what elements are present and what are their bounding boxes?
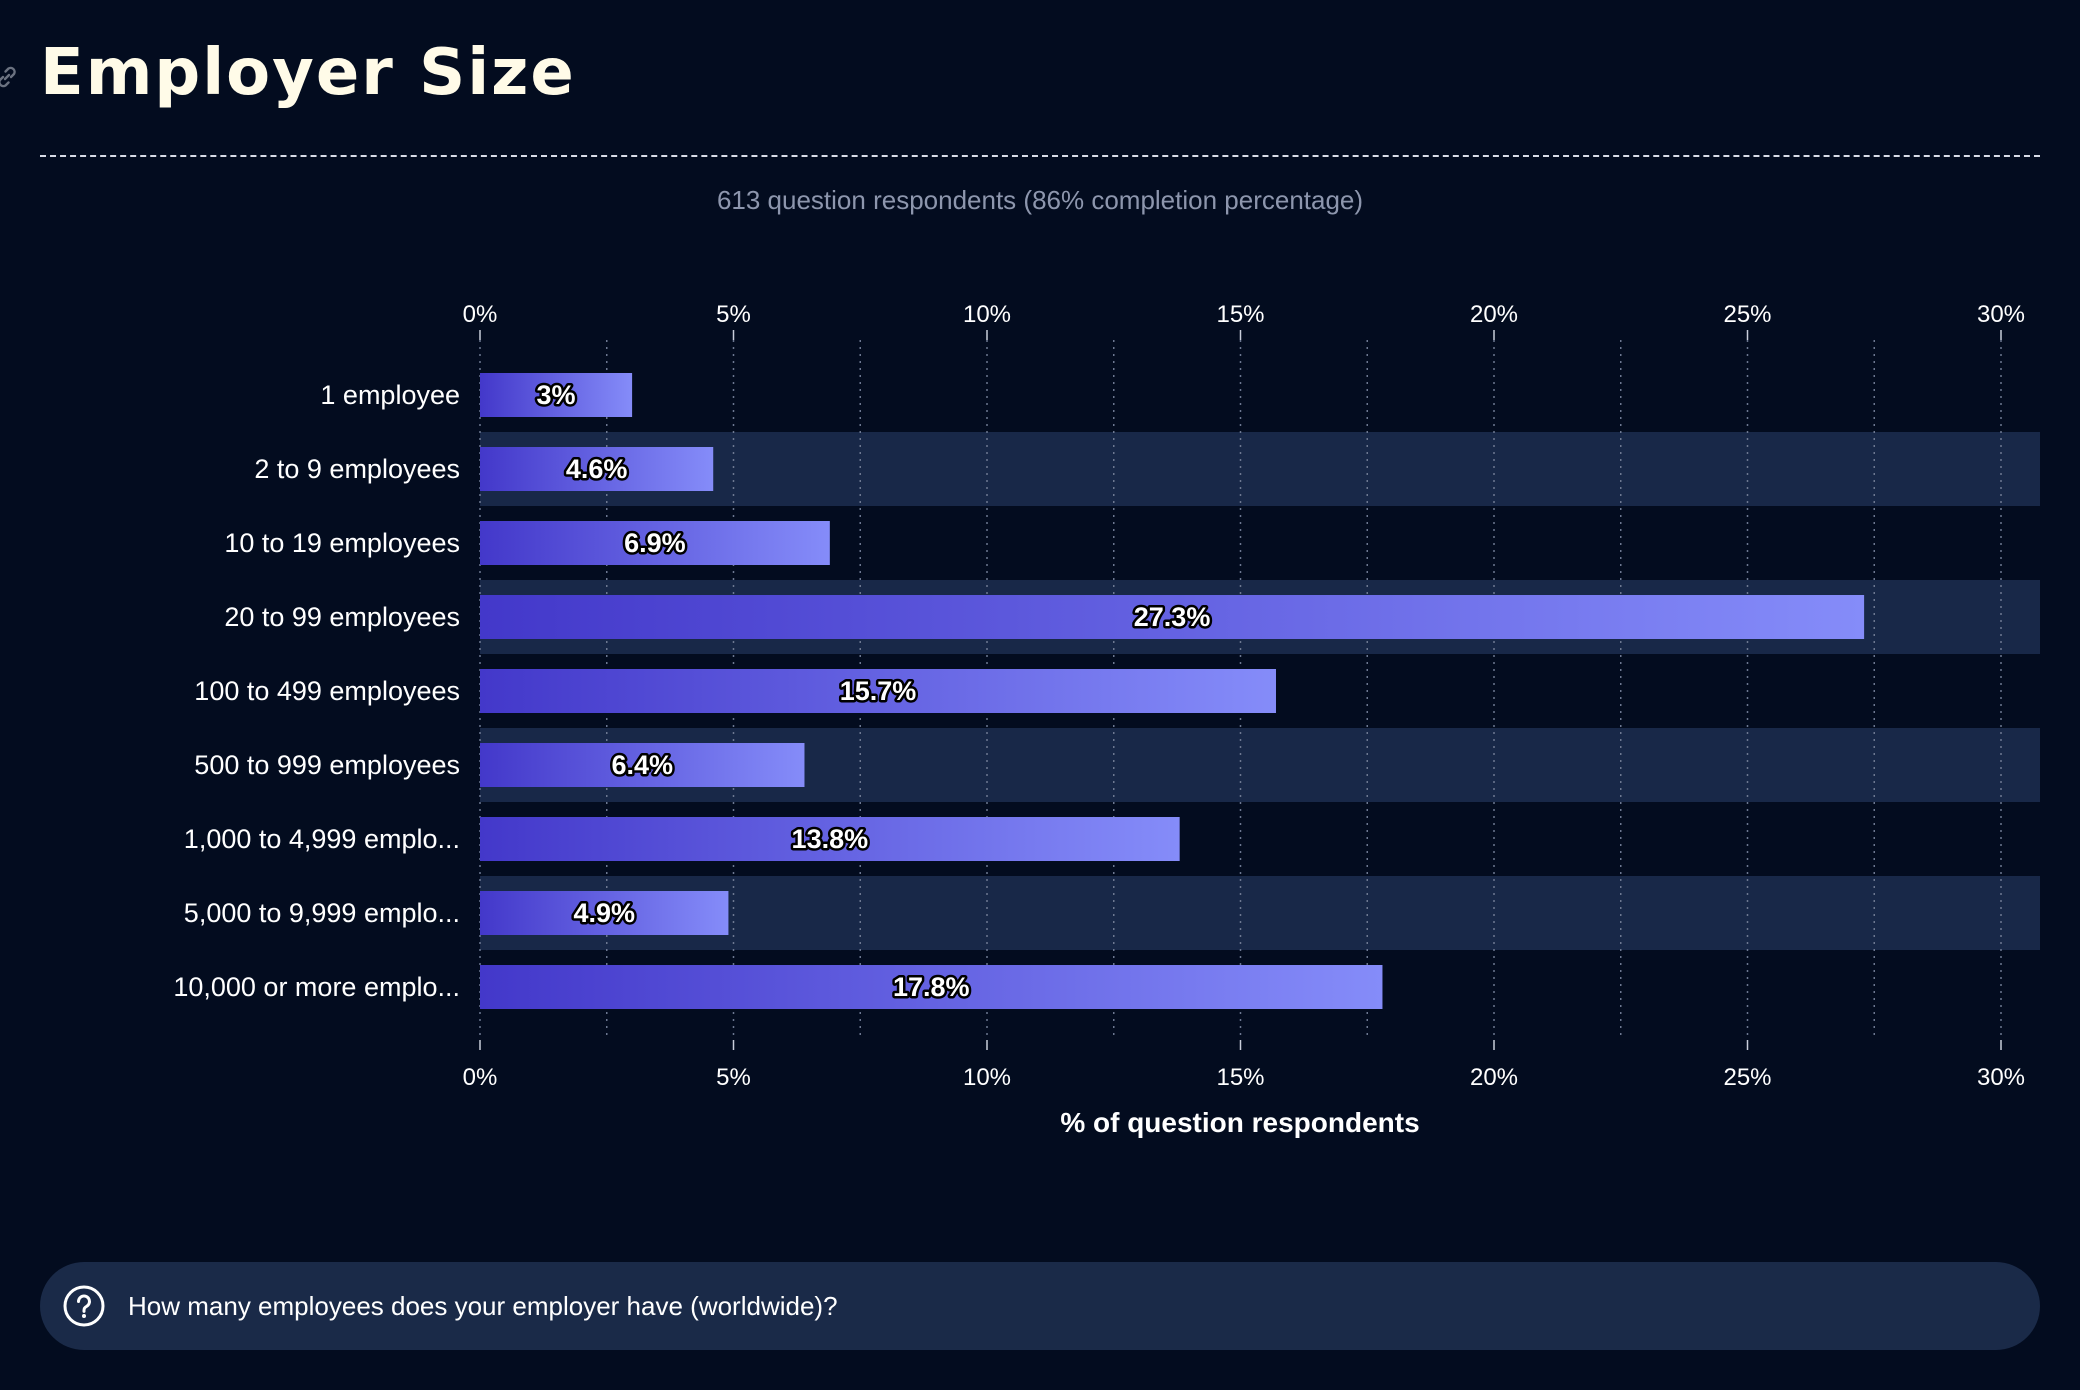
category-label: 1,000 to 4,999 emplo... — [184, 824, 460, 854]
bar — [480, 817, 1180, 861]
page-title: Employer Size — [40, 36, 576, 110]
respondents-subtitle: 613 question respondents (86% completion… — [716, 185, 1364, 215]
x-tick-label-top: 15% — [1216, 301, 1264, 328]
category-label: 500 to 999 employees — [194, 750, 460, 780]
x-tick-label-bottom: 5% — [716, 1064, 751, 1091]
x-tick-label-bottom: 0% — [463, 1064, 498, 1091]
category-label: 1 employee — [320, 380, 460, 410]
bar-value-label: 13.8% — [792, 824, 869, 854]
bar-value-label: 6.4% — [611, 750, 673, 780]
category-label: 5,000 to 9,999 emplo... — [184, 898, 460, 928]
category-label: 10 to 19 employees — [224, 528, 460, 558]
x-tick-label-bottom: 30% — [1977, 1064, 2025, 1091]
category-label: 100 to 499 employees — [194, 676, 460, 706]
bar — [480, 521, 830, 565]
bar-value-label: 17.8% — [893, 972, 970, 1002]
title-divider — [40, 155, 2040, 157]
row-stripe — [480, 876, 2040, 950]
bar — [480, 669, 1276, 713]
bar-value-label: 27.3% — [1134, 602, 1211, 632]
x-tick-label-top: 5% — [716, 301, 751, 328]
bar — [480, 965, 1383, 1009]
bar — [480, 595, 1865, 639]
x-axis-title: % of question respondents — [1060, 1107, 1419, 1138]
bar-value-label: 15.7% — [840, 676, 917, 706]
x-tick-label-bottom: 15% — [1216, 1064, 1264, 1091]
employer-size-chart: 0% 0% 5% 5% 10% 10% 15% 15% 20% 20% 25% 25% 30% 30% 1 … — [173, 301, 2040, 1138]
bar-value-label: 4.6% — [566, 454, 628, 484]
bar-value-label: 6.9% — [624, 528, 686, 558]
x-tick-label-bottom: 20% — [1470, 1064, 1518, 1091]
x-tick-label-top: 25% — [1723, 301, 1771, 328]
bar-value-label: 3% — [537, 380, 576, 410]
category-label: 20 to 99 employees — [224, 602, 460, 632]
bar — [480, 743, 805, 787]
x-tick-label-top: 30% — [1977, 301, 2025, 328]
survey-question-text: How many employees does your employer ha… — [128, 1291, 838, 1321]
x-tick-label-bottom: 25% — [1723, 1064, 1771, 1091]
question-footer: How many employees does your employer ha… — [40, 1262, 2040, 1350]
x-tick-label-top: 20% — [1470, 301, 1518, 328]
x-tick-label-top: 0% — [463, 301, 498, 328]
category-label: 2 to 9 employees — [254, 454, 460, 484]
x-tick-label-bottom: 10% — [963, 1064, 1011, 1091]
link-icon[interactable] — [0, 64, 20, 90]
bar — [480, 373, 633, 417]
bar-value-label: 4.9% — [573, 898, 635, 928]
row-stripe — [480, 432, 2040, 506]
bar — [480, 447, 714, 491]
category-label: 10,000 or more emplo... — [173, 972, 460, 1002]
bar — [480, 891, 729, 935]
question-circle-icon — [63, 1285, 105, 1327]
x-tick-label-top: 10% — [963, 301, 1011, 328]
